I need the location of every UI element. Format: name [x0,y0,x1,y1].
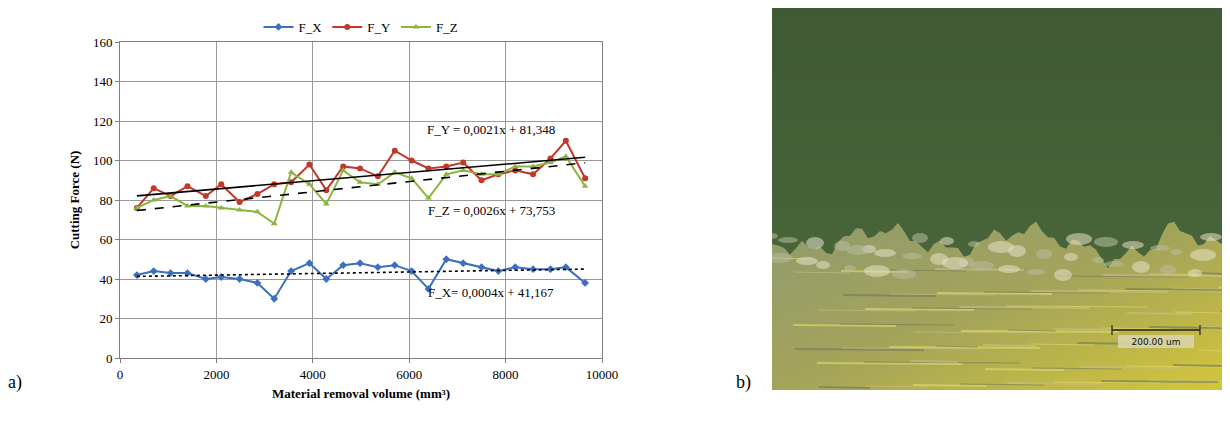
svg-text:0: 0 [106,351,113,366]
svg-text:10000: 10000 [586,367,619,382]
html-text:b): b) [736,372,751,392]
svg-text:F_Z: F_Z [436,20,458,35]
svg-text:F_X= 0,0004x + 41,167: F_X= 0,0004x + 41,167 [428,285,554,300]
svg-text:160: 160 [93,35,113,50]
svg-text:80: 80 [99,193,112,208]
svg-text:2000: 2000 [203,367,229,382]
svg-text:8000: 8000 [493,367,519,382]
svg-text:200.00 um: 200.00 um [1132,337,1181,347]
svg-text:F_Z = 0,0026x + 73,753: F_Z = 0,0026x + 73,753 [428,203,555,218]
svg-text:4000: 4000 [300,367,326,382]
svg-text:60: 60 [99,232,112,247]
svg-text:100: 100 [93,153,113,168]
svg-text:20: 20 [99,311,112,326]
svg-text:F_X: F_X [299,20,323,35]
svg-text:120: 120 [93,114,113,129]
svg-text:6000: 6000 [396,367,422,382]
svg-text:F_Y = 0,0021x + 81,348: F_Y = 0,0021x + 81,348 [427,122,555,137]
svg-text:140: 140 [93,74,113,89]
html-text:a): a) [8,372,22,392]
svg-text:0: 0 [117,367,124,382]
svg-text:F_Y: F_Y [367,20,391,35]
svg-text:Cutting Force (N): Cutting Force (N) [67,151,82,250]
svg-text:Material removal volume (mm³): Material removal volume (mm³) [272,386,450,401]
svg-text:40: 40 [99,272,112,287]
